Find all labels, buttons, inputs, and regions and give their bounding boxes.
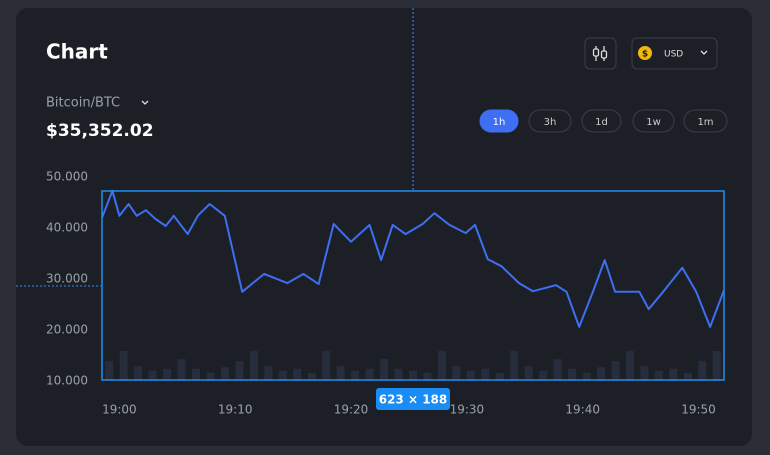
volume-bar [510, 350, 519, 381]
x-tick-label: 19:30 [450, 403, 485, 417]
volume-bar [495, 372, 504, 381]
timeframe-group: 1h 3h 1d 1w 1m [479, 109, 728, 133]
overlay-frame [101, 190, 725, 381]
volume-bar [177, 359, 186, 381]
volume-bar [336, 366, 345, 381]
currency-label: USD [664, 50, 683, 60]
volume-bar [553, 359, 562, 381]
volume-bar [481, 368, 490, 381]
x-tick-label: 19:10 [218, 403, 253, 417]
timeframe-button[interactable]: 1m [683, 109, 728, 133]
volume-bar [365, 368, 374, 381]
volume-bar [322, 350, 331, 381]
volume-bar [669, 368, 678, 381]
timeframe-button[interactable]: 1d [581, 109, 622, 133]
volume-bar [539, 370, 548, 381]
plot: 50.000 40.000 30.000 20.000 10.000 19:00 19:10… [46, 170, 725, 417]
volume-bar [293, 368, 302, 381]
chart-title: Chart [46, 40, 108, 64]
x-tick-label: 19:50 [681, 403, 716, 417]
price-line [101, 189, 725, 328]
timeframe-button[interactable]: 1h [479, 109, 519, 133]
volume-bar [351, 370, 360, 381]
x-tick-label: 19:20 [334, 403, 369, 417]
currency-icon: $ [642, 50, 648, 60]
price: $35,352.02 [46, 121, 154, 141]
volume-bar [105, 361, 114, 381]
volume-bar [278, 370, 287, 381]
volume-bar [163, 368, 172, 381]
volume-bar [640, 366, 649, 381]
volume-bar [568, 368, 577, 381]
volume-bar [524, 366, 533, 381]
volume-bar [654, 370, 663, 381]
volume-bar [423, 372, 432, 381]
overlay-badge [376, 388, 450, 410]
card [16, 8, 752, 446]
overlay-label: 623 × 188 [379, 393, 448, 407]
volume-bar [409, 370, 417, 381]
x-tick-label: 19:00 [102, 403, 137, 417]
volume-bar [597, 367, 606, 381]
x-tick-label: 19:40 [565, 403, 600, 417]
button-label: 1m [697, 117, 713, 128]
volume-bar [394, 368, 403, 381]
volume-bar [148, 370, 157, 381]
timeframe-button[interactable]: 3h [528, 109, 572, 133]
volume-bar [235, 361, 244, 381]
y-tick-label: 30.000 [46, 272, 88, 286]
volume-bar [625, 350, 634, 381]
timeframe-button[interactable]: 1w [632, 109, 675, 133]
button-label: 1h [493, 117, 506, 128]
y-tick-label: 20.000 [46, 323, 88, 337]
currency-dropdown[interactable]: $ USD [631, 37, 718, 70]
volume-bar [206, 372, 215, 381]
volume-bar [452, 366, 461, 381]
y-tick-label: 40.000 [46, 221, 88, 235]
y-tick-label: 50.000 [46, 170, 88, 184]
asset-dropdown[interactable]: Bitcoin/BTC [46, 96, 149, 111]
volume-bar [264, 366, 273, 381]
volume-bar [119, 350, 128, 381]
button-bg [528, 109, 572, 133]
volume-bar [712, 350, 721, 381]
volume-bar [220, 367, 229, 381]
button-label: 1w [646, 117, 661, 128]
volume-bar [698, 361, 707, 381]
button-label: 1d [595, 117, 608, 128]
y-tick-label: 10.000 [46, 374, 88, 388]
asset-label: Bitcoin/BTC [46, 96, 120, 111]
volume-bar [134, 366, 143, 381]
volume-bar [380, 359, 389, 381]
button-bg [581, 109, 622, 133]
volume-bar [249, 350, 258, 381]
indicator-button[interactable] [584, 37, 617, 70]
volume-bar [466, 370, 475, 381]
volume-bar [611, 361, 620, 381]
volume-bar [192, 368, 201, 381]
button-bg [479, 109, 519, 133]
volume-bar [582, 372, 591, 381]
button-label: 3h [544, 117, 557, 128]
button-bg [632, 109, 675, 133]
volume-bar [437, 350, 446, 381]
volume-bar [307, 372, 316, 381]
volume-bar [683, 372, 692, 381]
button-bg [683, 109, 728, 133]
